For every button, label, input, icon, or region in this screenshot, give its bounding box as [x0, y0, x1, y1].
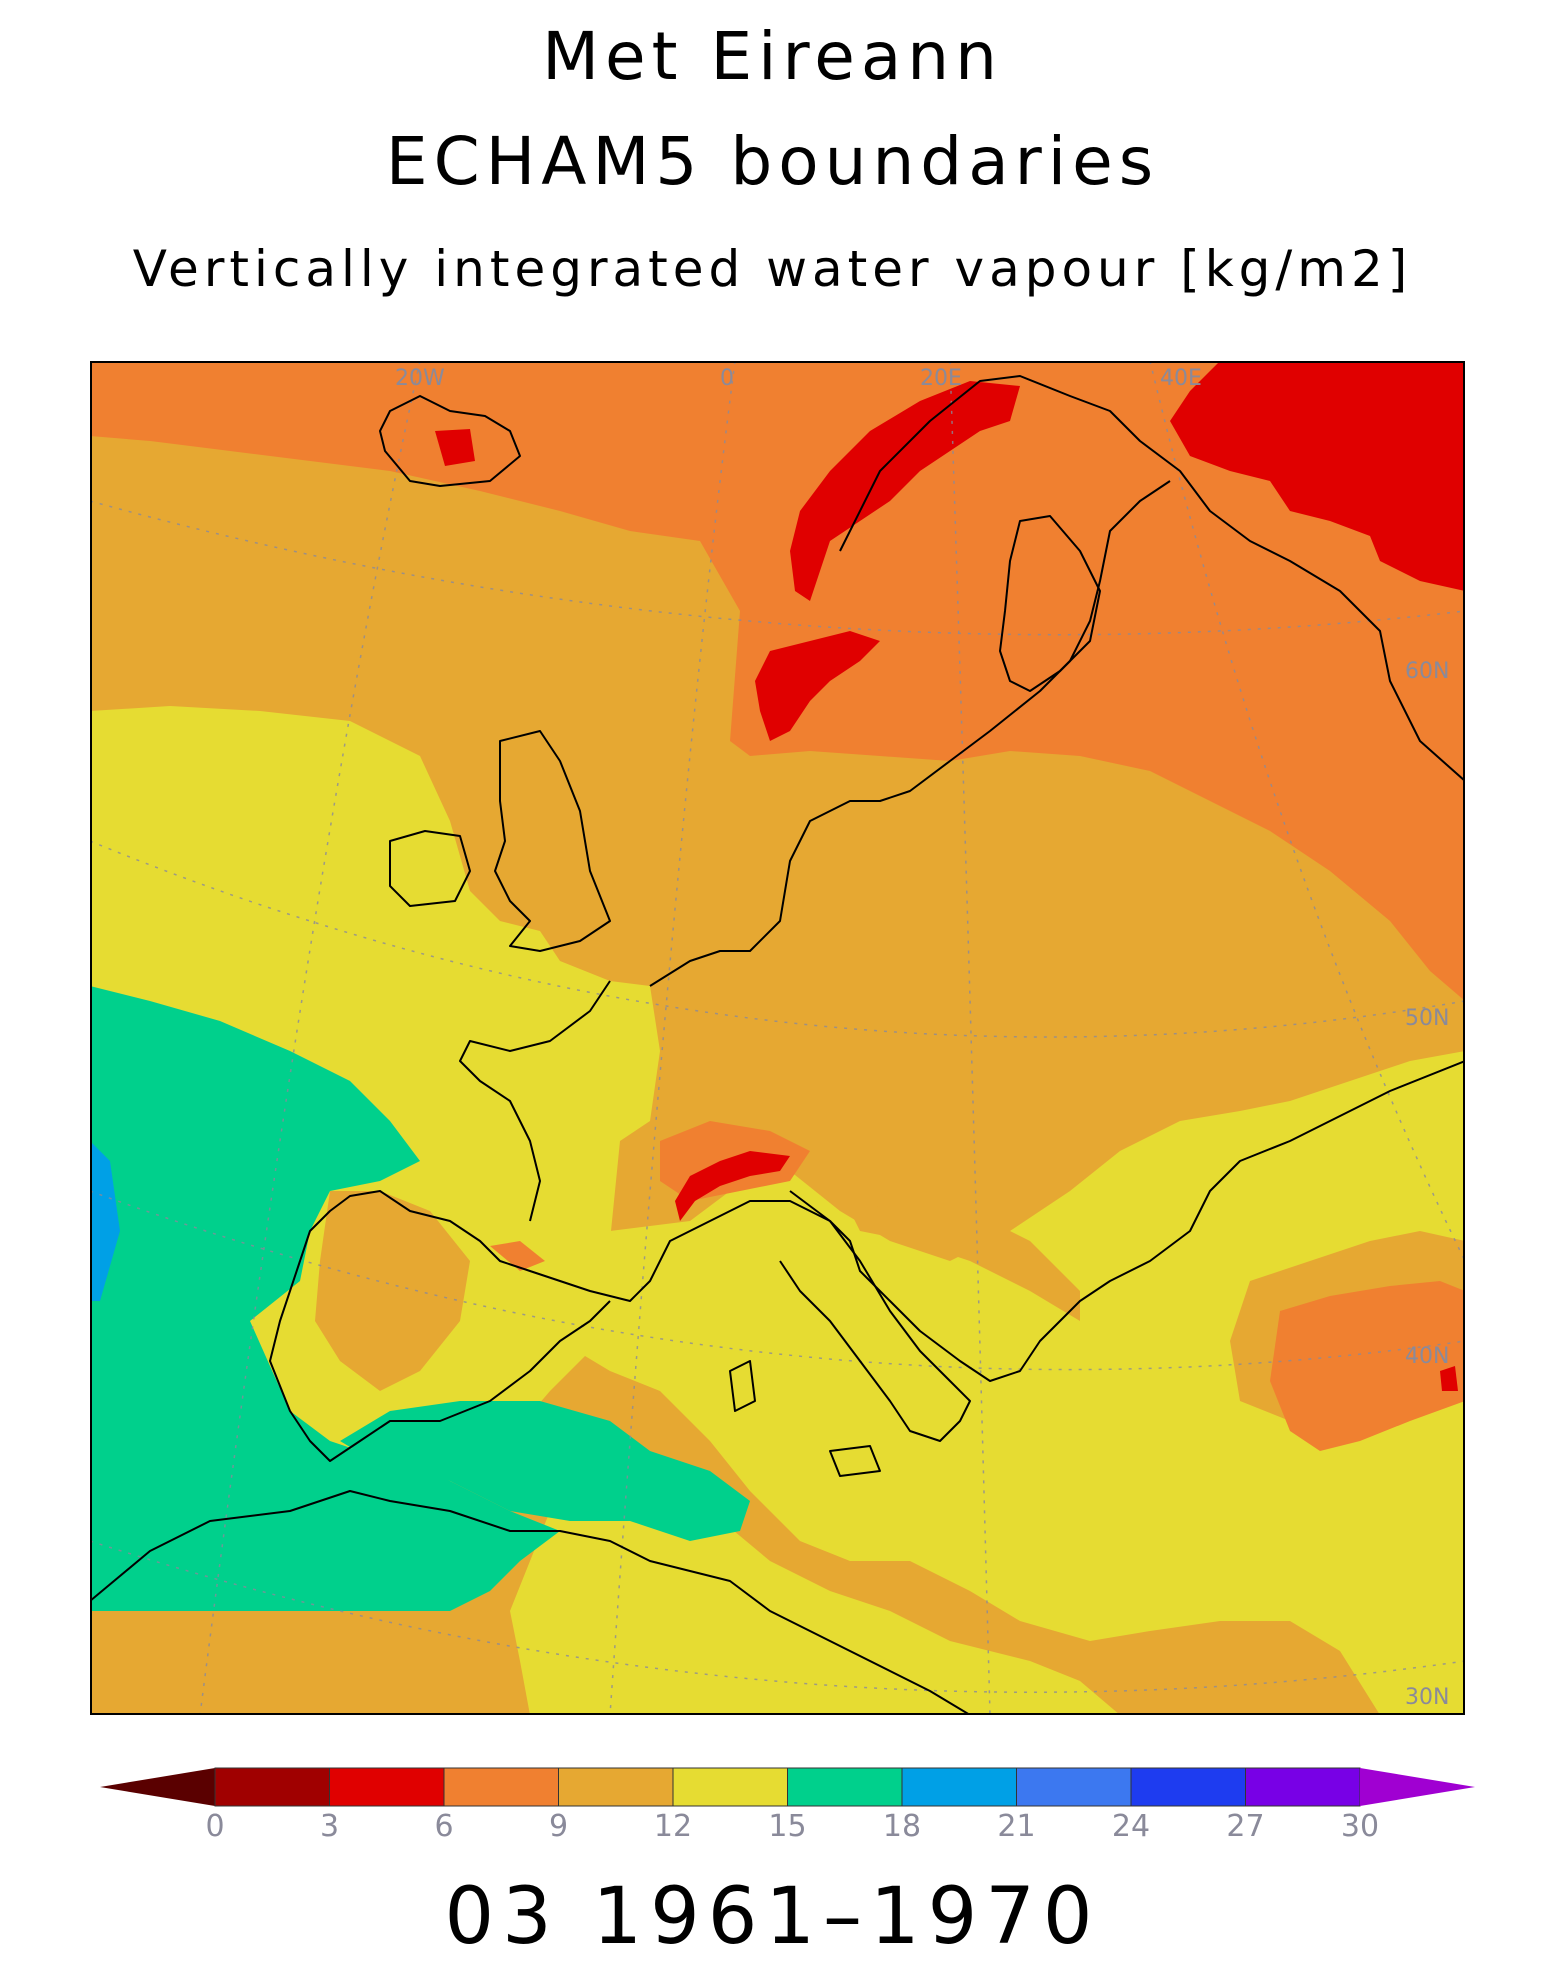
label-lon-40e: 40E — [1160, 366, 1202, 391]
colorbar-box — [901, 1767, 1017, 1807]
field-3-6-norway — [755, 631, 880, 741]
coast-iceland — [379, 395, 521, 487]
grid-lon-0 — [609, 361, 736, 1715]
field-6-9-pyrenees — [490, 1241, 545, 1271]
graticule — [90, 361, 1465, 1715]
label-lon-20e: 20E — [920, 366, 962, 391]
field-9-12-balkans — [850, 1201, 1080, 1321]
field-3-6-scandinavia — [790, 381, 1020, 601]
title-line-1: Met Eireann — [542, 18, 1003, 95]
grid-lat-60n — [90, 500, 1465, 636]
field-18-21 — [90, 1141, 120, 1301]
coast-france — [459, 980, 611, 1222]
coastlines — [90, 375, 1465, 1715]
map-frame — [90, 361, 1465, 1715]
colorbar-box — [214, 1767, 330, 1807]
colorbar-arrow-high — [1360, 1768, 1475, 1806]
colorbar-tick-label: 15 — [768, 1809, 806, 1840]
coast-n-africa — [90, 1490, 971, 1715]
colorbar-tick-label: 12 — [654, 1809, 692, 1840]
coast-sardinia — [729, 1360, 756, 1412]
colorbar-tick-label: 3 — [320, 1809, 339, 1840]
field-15-18-wmed — [340, 1401, 750, 1541]
graticule-labels: 20W 0 20E 40E 60N 50N 40N 30N — [395, 366, 1449, 1710]
title-line-3: Vertically integrated water vapour [kg/m… — [132, 240, 1413, 298]
colorbar-tick-label: 18 — [883, 1809, 921, 1840]
field-3-6-iceland — [435, 429, 475, 466]
grid-lon-20e — [949, 361, 991, 1715]
colorbar-box — [787, 1767, 903, 1807]
label-lat-40n: 40N — [1405, 1344, 1449, 1369]
field-15-18-atlantic — [90, 986, 560, 1611]
water-vapour-map: 20W 0 20E 40E 60N 50N 40N 30N — [90, 361, 1465, 1715]
coast-sicily — [829, 1445, 881, 1477]
label-lon-20w: 20W — [395, 366, 445, 391]
colorbar-ticks: 0 3 6 9 12 15 18 21 24 27 30 — [205, 1809, 1379, 1840]
field-3-6-alps — [675, 1151, 790, 1221]
colorbar-tick-label: 6 — [434, 1809, 453, 1840]
colorbar-boxes — [100, 1767, 1475, 1807]
colorbar: 0 3 6 9 12 15 18 21 24 27 30 — [100, 1767, 1475, 1840]
colorbar-tick-label: 9 — [549, 1809, 568, 1840]
colorbar-box — [558, 1767, 674, 1807]
coast-britain — [494, 730, 611, 952]
colorbar-tick-label: 24 — [1112, 1809, 1150, 1840]
coast-ireland — [389, 830, 471, 907]
field-3-6-turkey — [1440, 1366, 1458, 1391]
colorbar-box — [1130, 1767, 1246, 1807]
colorbar-tick-label: 30 — [1341, 1809, 1379, 1840]
colorbar-box — [1245, 1767, 1361, 1807]
colorbar-tick-label: 21 — [997, 1809, 1035, 1840]
colorbar-tick-label: 0 — [205, 1809, 224, 1840]
colorbar-arrow-low — [100, 1768, 215, 1806]
period-label: 03 1961–1970 — [444, 1872, 1101, 1962]
label-lat-60n: 60N — [1405, 659, 1449, 684]
field-12-15-med — [530, 1051, 1465, 1715]
label-lon-0: 0 — [720, 366, 734, 391]
coast-italy — [779, 1190, 971, 1442]
field-6-9-turkey — [1270, 1281, 1465, 1451]
field-3-6-russia — [1170, 361, 1465, 591]
field-9-12-iberia — [315, 1191, 470, 1391]
colorbar-box — [443, 1767, 559, 1807]
coast-europe — [269, 375, 1465, 1462]
colorbar-tick-label: 27 — [1226, 1809, 1264, 1840]
label-lat-30n: 30N — [1405, 1685, 1449, 1710]
grid-lat-30n — [90, 1540, 1465, 1693]
label-lat-50n: 50N — [1405, 1006, 1449, 1031]
colorbar-box — [672, 1767, 788, 1807]
grid-lon-20w — [199, 361, 421, 1715]
colorbar-box — [329, 1767, 445, 1807]
coast-baltic — [999, 515, 1101, 692]
title-line-2: ECHAM5 boundaries — [385, 123, 1160, 200]
colorbar-box — [1016, 1767, 1132, 1807]
